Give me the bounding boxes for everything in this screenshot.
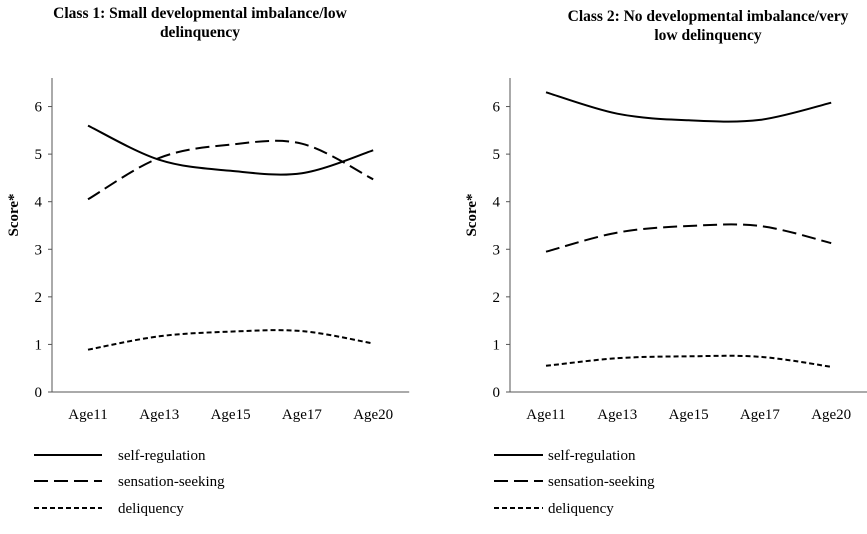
y-tick-label: 6 <box>35 100 43 116</box>
y-tick-label: 4 <box>493 195 501 211</box>
y-tick-label: 3 <box>493 242 501 258</box>
series-line-deliquency <box>545 354 832 368</box>
y-tick-label: 2 <box>35 290 43 306</box>
legend-label: sensation-seeking <box>548 474 655 490</box>
y-tick-label: 2 <box>493 290 501 306</box>
legend-label: deliquency <box>118 501 184 517</box>
y-tick-label: 4 <box>35 195 43 211</box>
series-line-self-regulation <box>545 91 832 123</box>
series-line-sensation-seeking <box>87 139 374 201</box>
x-tick-label: Age15 <box>669 407 709 423</box>
chart-class-2: Class 2: No developmental imbalance/very… <box>464 8 867 517</box>
legend-label: self-regulation <box>548 448 636 464</box>
x-tick-label: Age17 <box>282 407 322 423</box>
legend-label: deliquency <box>548 501 614 517</box>
chart-title: delinquency <box>160 24 240 41</box>
series-line-sensation-seeking <box>545 223 832 253</box>
chart-title: Class 1: Small developmental imbalance/l… <box>53 5 347 22</box>
y-axis-label: Score* <box>6 193 22 236</box>
x-tick-label: Age13 <box>139 407 179 423</box>
y-tick-label: 0 <box>35 385 43 401</box>
y-tick-label: 1 <box>35 337 43 353</box>
x-tick-label: Age13 <box>597 407 637 423</box>
x-tick-label: Age20 <box>811 407 851 423</box>
legend-label: sensation-seeking <box>118 474 225 490</box>
x-tick-label: Age15 <box>211 407 251 423</box>
y-tick-label: 0 <box>493 385 501 401</box>
series-line-deliquency <box>87 329 374 351</box>
y-tick-label: 6 <box>493 100 501 116</box>
legend-label: self-regulation <box>118 448 206 464</box>
chart-title: low delinquency <box>654 27 761 44</box>
x-tick-label: Age17 <box>740 407 780 423</box>
y-axis-label: Score* <box>464 193 480 236</box>
y-tick-label: 3 <box>35 242 43 258</box>
x-tick-label: Age11 <box>68 407 107 423</box>
x-tick-label: Age11 <box>526 407 565 423</box>
chart-class-1: Class 1: Small developmental imbalance/l… <box>6 5 410 517</box>
y-tick-label: 1 <box>493 337 501 353</box>
y-tick-label: 5 <box>493 147 501 163</box>
chart-title: Class 2: No developmental imbalance/very <box>568 8 849 25</box>
y-tick-label: 5 <box>35 147 43 163</box>
x-tick-label: Age20 <box>353 407 393 423</box>
series-line-self-regulation <box>87 124 374 176</box>
